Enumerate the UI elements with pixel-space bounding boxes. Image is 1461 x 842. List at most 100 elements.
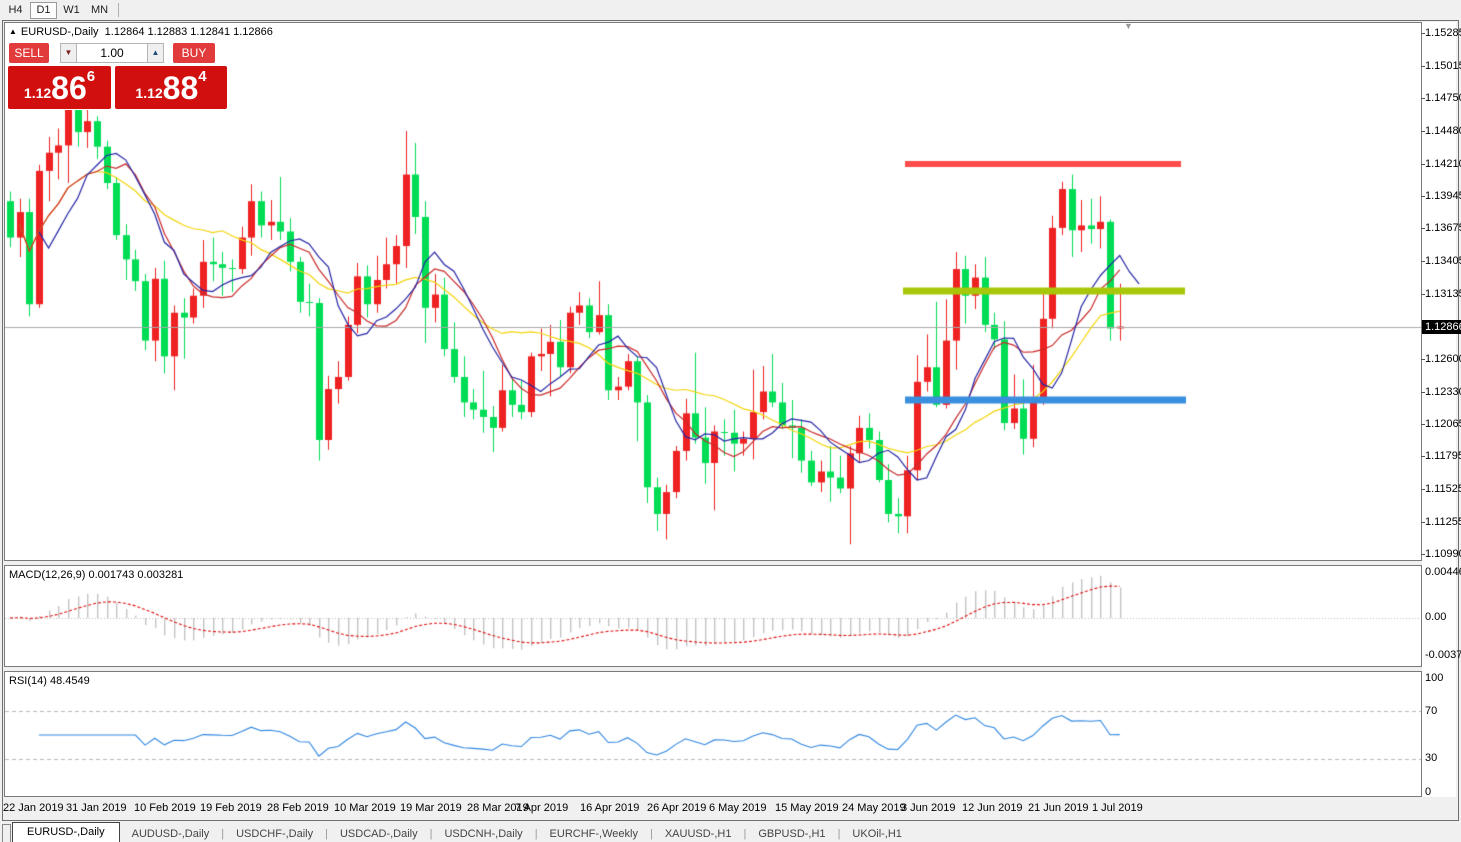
pane-splitter[interactable] [4, 561, 1456, 565]
rsi-axis-label: 30 [1425, 752, 1438, 764]
buy-button[interactable]: BUY [173, 43, 215, 63]
date-axis-label: 10 Feb 2019 [134, 802, 196, 814]
rsi-title: RSI(14) 48.4549 [9, 675, 90, 687]
price-axis-tick [1421, 164, 1425, 165]
rsi-label: RSI(14) [9, 675, 47, 687]
date-axis-label: 28 Feb 2019 [267, 802, 329, 814]
price-axis-label: 1.13675 [1425, 222, 1461, 234]
price-axis-label: 1.13945 [1425, 190, 1461, 202]
price-axis-label: 1.11255 [1425, 516, 1461, 528]
timeframe-button-h4[interactable]: H4 [2, 1, 29, 19]
chart-tab-xauusd-h1[interactable]: XAUUSD-,H1 [664, 828, 732, 840]
price-axis-label: 1.12330 [1425, 386, 1461, 398]
timeframe-toolbar: H4 D1 W1 MN [0, 0, 1461, 20]
date-axis-label: 10 Mar 2019 [334, 802, 396, 814]
macd-values: 0.001743 0.003281 [88, 569, 184, 581]
price-axis-label: 1.13405 [1425, 255, 1461, 267]
chart-ohlc-values: 1.12864 1.12883 1.12841 1.12866 [104, 26, 273, 38]
price-axis-tick [1421, 196, 1425, 197]
chart-tab-ukoil-h1[interactable]: UKOil-,H1 [852, 828, 902, 840]
sell-price-main: 86 [51, 69, 87, 106]
price-axis [1422, 22, 1456, 797]
price-axis-tick [1421, 131, 1425, 132]
tab-separator: | [429, 828, 433, 840]
rsi-axis-label: 100 [1425, 672, 1444, 684]
price-axis-label: 1.13135 [1425, 288, 1461, 300]
chart-tab-usdcad-daily[interactable]: USDCAD-,Daily [339, 828, 418, 840]
price-axis-label: 1.14480 [1425, 125, 1461, 137]
chart-header: ▲ EURUSD-,Daily 1.12864 1.12883 1.12841 1… [9, 26, 273, 38]
buy-price-prefix: 1.12 [135, 84, 163, 101]
chart-scroll-marker-icon: ▼ [1124, 21, 1133, 31]
sell-price-pips: 6 [86, 68, 96, 85]
price-axis-label: 1.12600 [1425, 353, 1461, 365]
price-axis-tick [1421, 489, 1425, 490]
chart-tab-eurusd-daily[interactable]: EURUSD-,Daily [12, 822, 120, 842]
date-axis-label: 3 Jun 2019 [901, 802, 956, 814]
chart-tab-gbpusd-h1[interactable]: GBPUSD-,H1 [758, 828, 826, 840]
volume-input[interactable] [76, 43, 148, 63]
price-axis-label: 1.12065 [1425, 418, 1461, 430]
date-axis-label: 1 Jul 2019 [1092, 802, 1143, 814]
price-axis-tick [1421, 456, 1425, 457]
price-axis-label: 1.15285 [1425, 27, 1461, 39]
chart-tab-usdchf-daily[interactable]: USDCHF-,Daily [236, 828, 314, 840]
macd-axis-label: 0.004465 [1425, 566, 1461, 578]
date-axis-label: 31 Jan 2019 [66, 802, 127, 814]
timeframe-button-d1[interactable]: D1 [30, 1, 57, 19]
price-axis-tick [1421, 66, 1425, 67]
tab-separator: | [837, 828, 841, 840]
date-axis-label: 7 Apr 2019 [515, 802, 569, 814]
buy-price-main: 88 [162, 69, 199, 106]
chart-symbol-label: EURUSD-,Daily [20, 26, 99, 38]
price-axis-label: 1.15015 [1425, 60, 1461, 72]
date-axis-label: 24 May 2019 [842, 802, 906, 814]
rsi-axis-label: 0 [1425, 786, 1432, 798]
chart-tab-usdcnh-daily[interactable]: USDCNH-,Daily [444, 828, 523, 840]
toolbar-separator [118, 3, 119, 17]
chart-tab-bar: EURUSD-,Daily AUDUSD-,Daily | USDCHF-,Daily… [0, 821, 1461, 842]
chart-expand-icon: ▲ [9, 27, 17, 36]
rsi-axis-label: 70 [1425, 705, 1438, 717]
price-axis-label: 1.14750 [1425, 92, 1461, 104]
price-axis-label: 1.10990 [1425, 548, 1461, 560]
candlestick-chart-canvas[interactable] [5, 23, 1421, 560]
price-axis-tick [1421, 424, 1425, 425]
price-axis-label: 1.11525 [1425, 483, 1461, 495]
chart-tab-eurchf-weekly[interactable]: EURCHF-,Weekly [549, 828, 638, 840]
tab-separator: | [743, 828, 747, 840]
date-axis-label: 22 Jan 2019 [3, 802, 64, 814]
date-axis-label: 6 May 2019 [709, 802, 767, 814]
volume-decrease-button[interactable]: ▼ [60, 43, 77, 63]
price-axis-tick [1421, 359, 1425, 360]
tab-separator: | [221, 828, 225, 840]
macd-label: MACD(12,26,9) [9, 569, 86, 581]
sell-button[interactable]: SELL [9, 43, 49, 63]
date-axis-label: 15 May 2019 [775, 802, 839, 814]
pane-splitter[interactable] [4, 667, 1456, 671]
date-axis-label: 21 Jun 2019 [1028, 802, 1089, 814]
price-axis-tick [1421, 392, 1425, 393]
price-axis-tick [1421, 554, 1425, 555]
chart-tab-audusd-daily[interactable]: AUDUSD-,Daily [131, 828, 210, 840]
macd-canvas[interactable] [5, 566, 1421, 666]
volume-increase-button[interactable]: ▲ [147, 43, 164, 63]
price-axis-tick [1421, 98, 1425, 99]
rsi-value: 48.4549 [49, 675, 90, 687]
buy-price-button[interactable]: 1.12 88 4 [115, 66, 227, 109]
timeframe-button-mn[interactable]: MN [86, 1, 113, 19]
tab-separator: | [649, 828, 653, 840]
one-click-trading-panel: SELL ▼ ▲ BUY 1.12 86 6 1.12 88 4 [6, 42, 230, 110]
sell-price-prefix: 1.12 [23, 84, 52, 101]
price-axis-tick [1421, 33, 1425, 34]
date-axis-label: 28 Mar 2019 [467, 802, 529, 814]
sell-price-button[interactable]: 1.12 86 6 [8, 66, 111, 109]
timeframe-button-w1[interactable]: W1 [58, 1, 85, 19]
date-axis-label: 26 Apr 2019 [647, 802, 707, 814]
rsi-canvas[interactable] [5, 672, 1421, 796]
date-axis-label: 12 Jun 2019 [962, 802, 1023, 814]
tab-separator: | [325, 828, 328, 840]
trade-controls-row: SELL ▼ ▲ BUY [6, 42, 230, 64]
tab-separator: | [534, 828, 538, 840]
